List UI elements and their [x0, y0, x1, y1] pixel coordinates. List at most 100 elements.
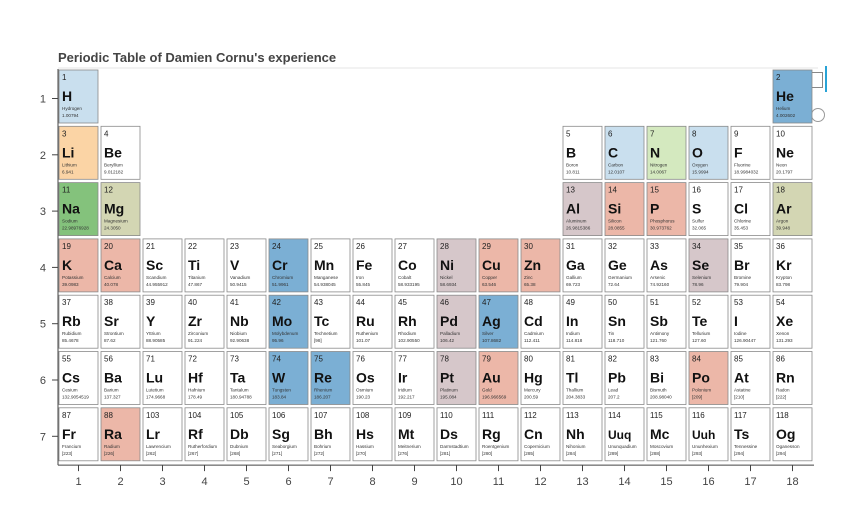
element-mass: 127.60: [692, 338, 706, 343]
element-symbol: Ba: [104, 370, 122, 386]
element-symbol: Br: [734, 257, 750, 273]
element-mass: 72.64: [608, 282, 620, 287]
x-tick-label: 3: [159, 476, 165, 488]
element-name: Helium: [776, 106, 790, 111]
element-symbol: K: [62, 257, 72, 273]
element-cell: [604, 238, 645, 293]
element-cell: [58, 125, 99, 180]
element-number: 3: [62, 129, 67, 138]
element-symbol: Kr: [776, 257, 792, 273]
element-symbol: Au: [482, 370, 501, 386]
element-number: 48: [524, 298, 533, 307]
element-mass: 102.90550: [398, 338, 420, 343]
element-name: Titanium: [188, 275, 206, 280]
element-symbol: Be: [104, 144, 122, 160]
element-name: Roentgenium: [482, 444, 509, 449]
element-number: 18: [776, 186, 785, 195]
element-name: Oxygen: [692, 162, 708, 167]
element-number: 76: [356, 355, 365, 364]
element-number: 56: [104, 355, 113, 364]
element-mass: 101.07: [356, 338, 370, 343]
element-cell: [688, 182, 729, 237]
element-mass: 35.453: [734, 226, 748, 231]
element-name: Ununquadium: [608, 444, 637, 449]
element-number: 105: [230, 411, 244, 420]
element-mass: 83.798: [776, 282, 790, 287]
element-cell: [184, 238, 225, 293]
element-number: 35: [734, 242, 743, 251]
x-tick-label: 1: [75, 476, 81, 488]
element-name: Zinc: [524, 275, 533, 280]
element-mass: [222]: [776, 395, 786, 400]
element-name: Dubnium: [230, 444, 249, 449]
element-symbol: Tl: [566, 370, 578, 386]
element-mass: 186.207: [314, 395, 331, 400]
element-name: Thallium: [566, 388, 584, 393]
element-symbol: Li: [62, 144, 74, 160]
element-name: Argon: [776, 219, 789, 224]
element-name: Ununhexium: [692, 444, 718, 449]
element-cell: [394, 294, 435, 349]
element-name: Moscovium: [650, 444, 673, 449]
element-number: 55: [62, 355, 71, 364]
element-cell: [142, 351, 183, 405]
element-symbol: V: [230, 257, 240, 273]
element-mass: 78.96: [692, 282, 704, 287]
y-tick-label: 2: [40, 150, 46, 162]
element-name: Molybdenum: [272, 331, 298, 336]
element-number: 73: [230, 355, 239, 364]
element-name: Lithium: [62, 162, 77, 167]
element-cell: [310, 238, 351, 293]
element-name: Nickel: [440, 275, 453, 280]
element-number: 111: [482, 411, 495, 420]
element-number: 38: [104, 298, 113, 307]
element-symbol: Mo: [272, 313, 292, 329]
element-cell: [184, 294, 225, 349]
element-mass: 180.94788: [230, 395, 252, 400]
element-symbol: Sr: [104, 313, 119, 329]
element-number: 108: [356, 411, 370, 420]
element-mass: 58.6934: [440, 282, 457, 287]
element-number: 13: [566, 186, 575, 195]
element-mass: 107.8682: [482, 338, 502, 343]
element-symbol: Po: [692, 370, 710, 386]
element-symbol: Ra: [104, 426, 122, 442]
element-cell: [562, 351, 603, 405]
element-number: 27: [398, 242, 407, 251]
element-mass: [294]: [776, 451, 786, 456]
element-number: 71: [146, 355, 155, 364]
element-mass: 207.2: [608, 395, 620, 400]
element-symbol: Ga: [566, 257, 585, 273]
element-symbol: Mn: [314, 257, 334, 273]
element-symbol: O: [692, 144, 703, 160]
element-name: Iodine: [734, 331, 747, 336]
element-number: 17: [734, 186, 743, 195]
element-cell: [772, 294, 813, 349]
element-name: Oganesson: [776, 444, 800, 449]
element-number: 21: [146, 242, 155, 251]
element-symbol: Te: [692, 313, 708, 329]
element-number: 11: [62, 186, 71, 195]
element-cell: [436, 294, 477, 349]
element-symbol: Nb: [230, 313, 249, 329]
element-name: Lawrencium: [146, 444, 171, 449]
element-number: 49: [566, 298, 575, 307]
element-name: Rhenium: [314, 388, 333, 393]
element-cell: [772, 238, 813, 293]
element-symbol: Lu: [146, 370, 163, 386]
element-symbol: Ge: [608, 257, 627, 273]
element-number: 87: [62, 411, 71, 420]
element-symbol: Uuh: [692, 428, 715, 442]
element-cell: [352, 351, 393, 405]
element-mass: [276]: [398, 451, 408, 456]
element-symbol: Rn: [776, 370, 795, 386]
element-number: 106: [272, 411, 286, 420]
element-symbol: Lr: [146, 426, 161, 442]
y-tick-label: 5: [40, 319, 46, 331]
element-mass: 39.0983: [62, 282, 79, 287]
element-name: Polonium: [692, 388, 711, 393]
element-name: Hafnium: [188, 388, 205, 393]
element-number: 30: [524, 242, 533, 251]
element-name: Astatine: [734, 388, 751, 393]
element-number: 50: [608, 298, 617, 307]
